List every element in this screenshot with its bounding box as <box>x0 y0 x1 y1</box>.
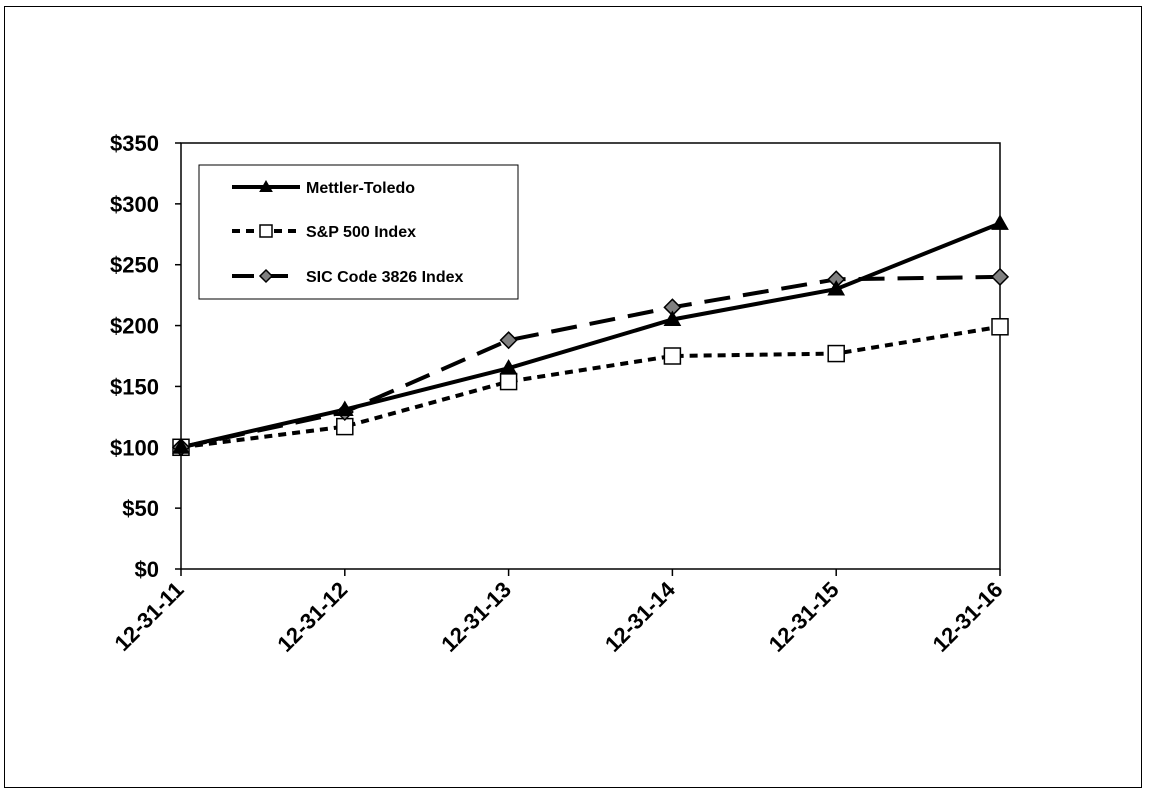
triangle-marker <box>335 400 354 417</box>
y-tick-label: $300 <box>110 192 159 217</box>
x-tick-label: 12-31-15 <box>764 577 844 657</box>
diamond-marker <box>258 268 274 284</box>
square-marker <box>663 347 682 365</box>
series-line-0 <box>180 221 1001 450</box>
legend-label-2: SIC Code 3826 Index <box>306 269 463 286</box>
x-tick-label: 12-31-13 <box>436 577 516 657</box>
y-tick-label: $200 <box>110 314 159 339</box>
x-tick-label: 12-31-11 <box>109 577 188 656</box>
x-tick-label: 12-31-14 <box>600 576 680 656</box>
diamond-marker <box>990 267 1010 286</box>
triangle-marker <box>172 438 190 454</box>
y-tick-label: $50 <box>122 496 159 521</box>
y-tick-label: $0 <box>135 557 159 582</box>
legend-label-0: Mettler-Toledo <box>306 180 415 197</box>
triangle-marker <box>663 310 682 326</box>
y-tick-label: $350 <box>110 131 159 156</box>
legend-label-1: S&P 500 Index <box>306 224 416 241</box>
triangle-marker <box>991 214 1009 230</box>
square-marker <box>499 372 518 391</box>
diamond-marker <box>499 331 518 350</box>
x-tick-label: 12-31-16 <box>928 577 1008 657</box>
triangle-marker <box>259 179 273 192</box>
y-tick-label: $100 <box>110 435 159 460</box>
triangle-marker <box>499 359 518 375</box>
series-lines <box>180 221 1001 450</box>
square-marker <box>991 318 1009 336</box>
square-marker <box>827 344 845 363</box>
y-axis: $0 $50 $100 $150 $200 $250 $300 $350 <box>110 131 181 582</box>
x-tick-label: 12-31-12 <box>272 577 352 657</box>
square-marker <box>259 224 273 238</box>
y-tick-label: $150 <box>110 374 159 399</box>
y-tick-label: $250 <box>110 253 159 278</box>
legend: Mettler-Toledo S&P 500 Index SIC Code 3826… <box>198 164 519 300</box>
triangle-marker <box>827 280 846 296</box>
series-markers <box>171 214 1010 457</box>
series-line-1 <box>180 324 1001 450</box>
x-axis: 12-31-11 12-31-12 12-31-13 12-31-14 12-31-15… <box>109 569 1008 657</box>
